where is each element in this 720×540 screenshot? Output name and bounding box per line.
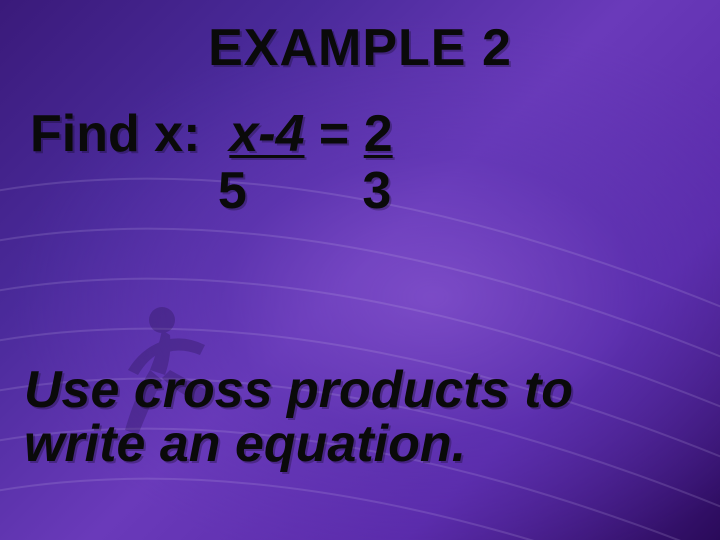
instruction-line-2: write an equation. — [24, 417, 573, 472]
find-x-prefix: Find x: — [30, 105, 229, 163]
row2-gap-space — [247, 162, 363, 220]
slide-content: EXAMPLE 2 Find x: x-4 = 2 5 3 Use cross … — [0, 0, 720, 540]
rhs-numerator: 2 — [364, 105, 393, 163]
instruction-text: Use cross products to write an equation. — [24, 363, 573, 472]
lhs-numerator: x-4 — [229, 105, 304, 163]
equation-row-1: Find x: x-4 = 2 — [30, 106, 696, 163]
instruction-line-1: Use cross products to — [24, 363, 573, 418]
equation-row-2: 5 3 — [30, 163, 696, 220]
slide-title: EXAMPLE 2 — [24, 18, 696, 78]
lhs-denominator: 5 — [218, 162, 247, 220]
equals-sign: = — [304, 105, 363, 163]
rhs-denominator: 3 — [362, 162, 391, 220]
row2-prefix-space — [30, 162, 218, 220]
equation-block: Find x: x-4 = 2 5 3 — [30, 106, 696, 220]
